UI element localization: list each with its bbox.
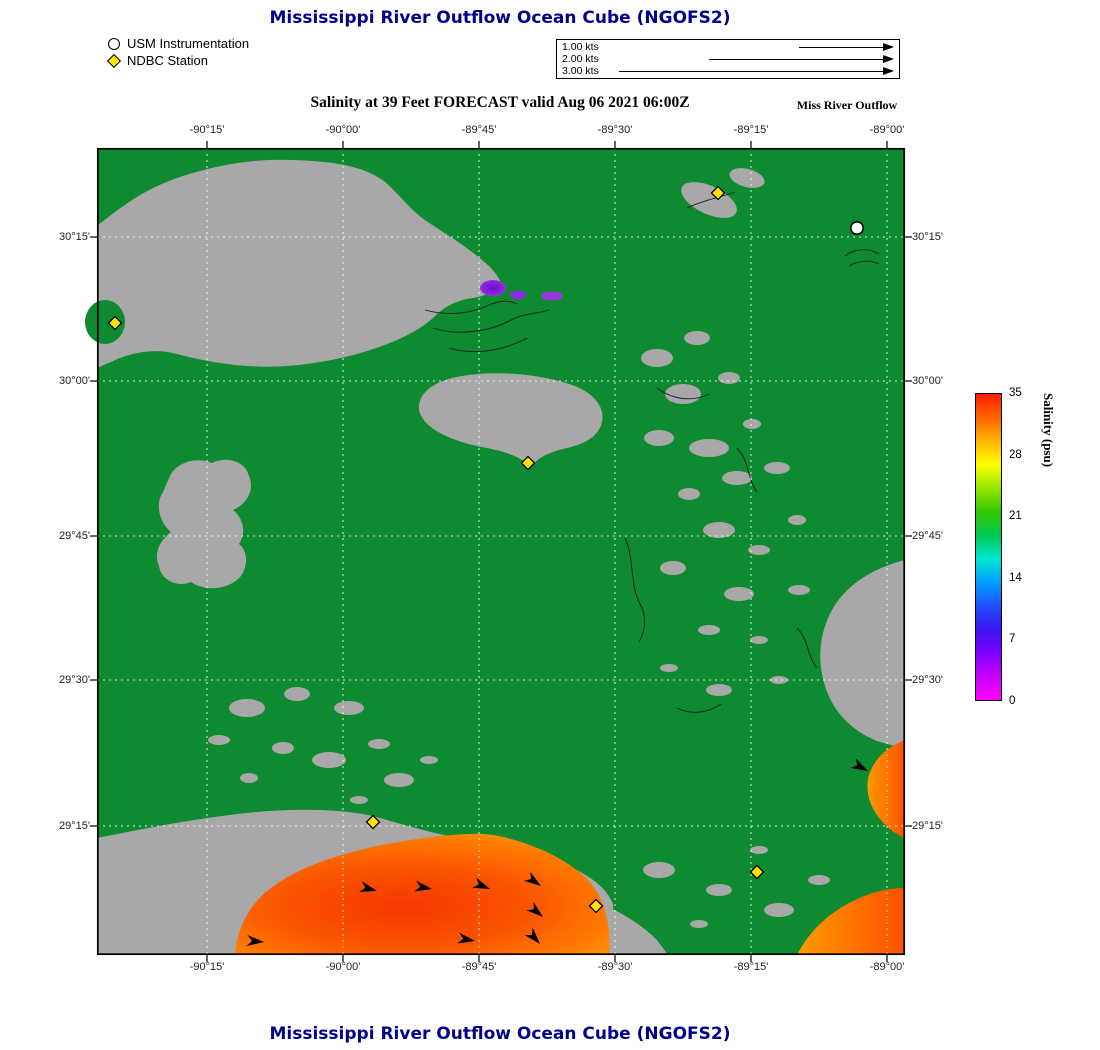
current-vector-arrows	[246, 758, 868, 946]
x-axis-label-top: -89°30'	[597, 124, 633, 136]
x-axis-label-bottom: -90°00'	[325, 961, 361, 973]
current-arrow-icon	[457, 932, 475, 944]
velocity-label-1: 1.00 kts	[562, 40, 599, 53]
x-axis-label-bottom: -89°45'	[461, 961, 497, 973]
velocity-scale-row-1: 1.00 kts	[562, 41, 894, 53]
forecast-subtitle: Salinity at 39 Feet FORECAST valid Aug 0…	[310, 94, 690, 111]
current-arrow-icon	[524, 927, 540, 944]
legend-label-usm: USM Instrumentation	[127, 36, 250, 51]
colorbar-tick-label: 0	[1009, 695, 1016, 707]
lake-borgne-mask	[418, 373, 603, 468]
x-axis-label-bottom: -89°15'	[733, 961, 769, 973]
colorbar-tick-label: 14	[1009, 571, 1022, 584]
ndbc-station-marker	[107, 315, 123, 331]
map-frame	[96, 147, 906, 956]
west-shore-inlet	[85, 300, 125, 344]
colorbar-gradient	[975, 393, 1002, 701]
ndbc-station-marker	[710, 185, 726, 201]
velocity-scale-row-3: 3.00 kts	[562, 65, 894, 77]
station-legend: USM Instrumentation NDBC Station	[106, 35, 249, 69]
velocity-arrow-2-icon	[709, 55, 894, 63]
y-axis-label-left: 29°45'	[59, 530, 90, 542]
velocity-scale-row-2: 2.00 kts	[562, 53, 894, 65]
velocity-label-3: 3.00 kts	[562, 64, 599, 77]
legend-row-ndbc: NDBC Station	[106, 52, 249, 69]
y-axis-label-left: 30°00'	[59, 375, 90, 387]
x-axis-label-top: -89°45'	[461, 124, 497, 136]
current-arrow-icon	[414, 880, 432, 892]
x-axis-label-top: -90°00'	[325, 124, 361, 136]
y-axis-label-left: 30°15'	[59, 231, 90, 243]
colorbar-tick-label: 21	[1009, 510, 1022, 523]
x-axis-label-top: -89°00'	[869, 124, 905, 136]
current-arrow-icon	[246, 935, 264, 946]
y-axis-label-left: 29°30'	[59, 674, 90, 686]
current-arrow-icon	[526, 901, 543, 917]
usm-circle-icon	[108, 37, 120, 50]
region-label: Miss River Outflow	[796, 98, 898, 112]
ndbc-station-marker	[520, 455, 536, 471]
y-axis-label-right: 30°00'	[912, 375, 943, 387]
legend-row-usm: USM Instrumentation	[108, 35, 249, 52]
y-axis-label-right: 29°45'	[912, 530, 943, 542]
x-axis-label-bottom: -89°30'	[597, 961, 633, 973]
coastline-channels	[424, 191, 880, 713]
current-arrow-icon	[850, 758, 868, 771]
ndbc-station-marker	[749, 864, 765, 880]
y-axis-label-right: 29°30'	[912, 674, 943, 686]
high-salinity-gulf-water	[235, 740, 905, 955]
east-edge-landmass	[820, 560, 905, 749]
axis-tick-marks	[90, 141, 912, 962]
east-edge-salinity-wedge	[867, 740, 905, 839]
current-arrow-icon	[359, 881, 377, 892]
x-axis-label-bottom: -90°15'	[189, 961, 225, 973]
velocity-label-2: 2.00 kts	[562, 52, 599, 65]
pearl-river-plume-patch	[541, 291, 563, 301]
pearl-river-plume-patch	[510, 290, 526, 300]
salinity-map-plot	[85, 141, 912, 962]
marsh-patches	[208, 331, 852, 928]
west-marsh-island	[156, 459, 252, 589]
current-arrow-icon	[523, 871, 541, 886]
ndbc-station-marker	[588, 898, 604, 914]
legend-label-ndbc: NDBC Station	[127, 53, 208, 68]
southeast-corner-salinity	[797, 888, 905, 955]
colorbar-axis-label: Salinity (psu)	[1041, 393, 1056, 468]
velocity-scale-box: 1.00 kts 2.00 kts 3.00 kts	[556, 39, 900, 79]
x-axis-label-top: -89°15'	[733, 124, 769, 136]
colorbar-tick-label: 7	[1009, 633, 1016, 646]
page-title: Mississippi River Outflow Ocean Cube (NG…	[269, 8, 731, 28]
low-salinity-river-plume	[480, 280, 563, 301]
coast-spit	[610, 908, 668, 955]
footer-title: Mississippi River Outflow Ocean Cube (NG…	[269, 1024, 731, 1044]
y-axis-label-left: 29°15'	[59, 820, 90, 832]
gulf-salinity-plume	[235, 833, 610, 955]
velocity-arrow-1-icon	[799, 43, 894, 51]
velocity-arrow-3-icon	[619, 67, 894, 75]
colorbar-tick-label: 28	[1009, 448, 1022, 461]
ndbc-station-marker	[365, 814, 381, 830]
station-markers	[107, 185, 864, 914]
map-area	[85, 141, 912, 962]
lake-pontchartrain-mask	[97, 159, 501, 368]
ndbc-diamond-icon	[106, 53, 122, 68]
y-axis-label-right: 29°15'	[912, 820, 943, 832]
x-axis-label-bottom: -89°00'	[869, 961, 905, 973]
lat-lon-gridlines	[97, 148, 905, 955]
northeast-shore-patch	[729, 168, 765, 188]
colorbar-tick-label: 35	[1009, 387, 1022, 399]
usm-station-marker	[849, 221, 864, 236]
colorbar-tick-labels: 35 28 21 14 7 0	[1009, 387, 1043, 707]
x-axis-label-top: -90°15'	[189, 124, 225, 136]
current-arrow-icon	[472, 877, 490, 889]
pearl-river-plume-patch	[480, 280, 506, 296]
y-axis-label-right: 30°15'	[912, 231, 943, 243]
